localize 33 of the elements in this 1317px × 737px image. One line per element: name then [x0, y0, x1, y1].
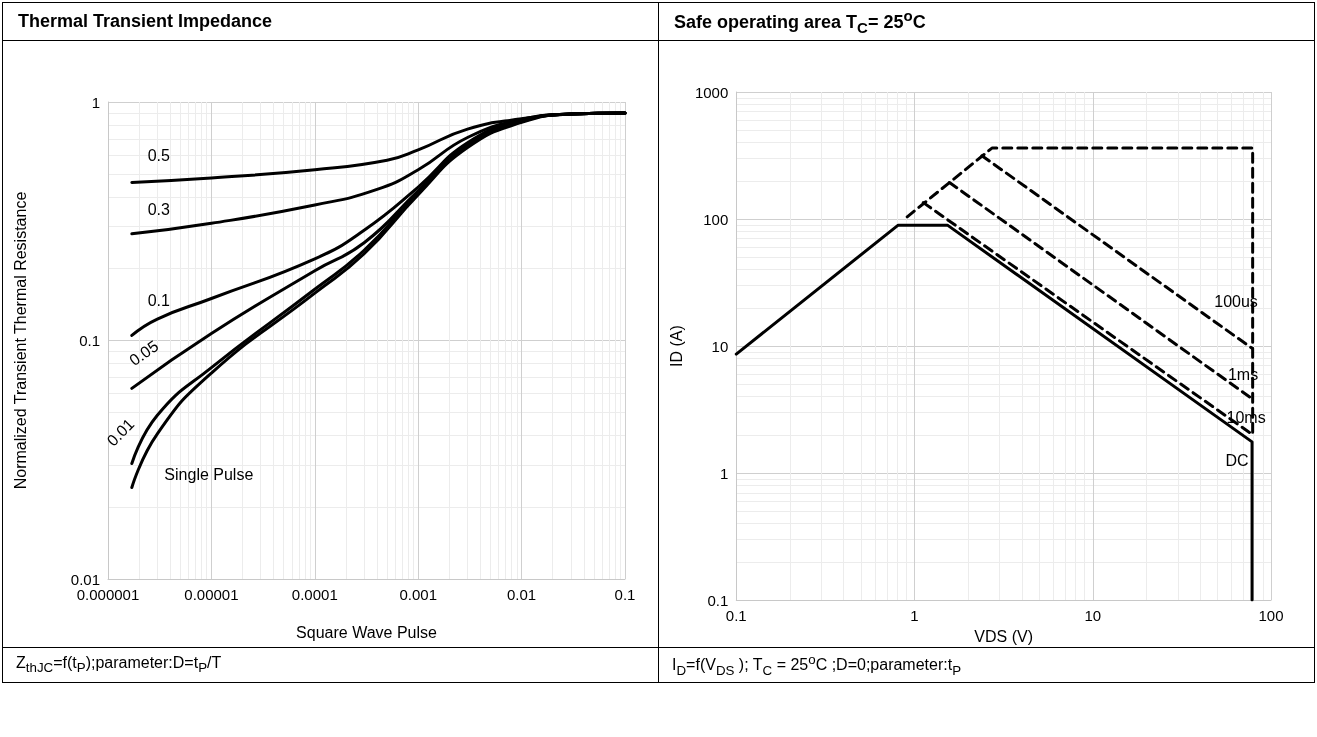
y-tick-label: 10 — [711, 337, 729, 355]
series-label: 0.5 — [147, 146, 171, 164]
y-axis-title: ID (A) — [667, 325, 685, 367]
y-tick-label: 0.01 — [70, 570, 100, 588]
text: 0.01 — [103, 415, 138, 450]
chart-title: Thermal Transient Impedance — [18, 11, 273, 32]
y-tick-label: 0.1 — [79, 332, 100, 349]
series-label: 100us — [1214, 292, 1258, 310]
series-label: DC — [1225, 452, 1249, 470]
text: I$_{D}$=f(V$_{DS}$ ); T$_{C}$ = 25$^{o}$C ;D=0;parameter:t$_{P}$ — [672, 652, 962, 678]
x-tick-label: 100 — [1258, 607, 1284, 625]
series-label: 0.1 — [147, 291, 171, 309]
y-tick-label: 1 — [719, 464, 729, 482]
x-tick-label: 0.00001 — [184, 586, 239, 603]
series-label: 0.3 — [147, 201, 171, 219]
y-tick-label: 1000 — [694, 83, 729, 101]
x-tick-label: 0.1 — [614, 586, 636, 603]
series-label: Single Pulse — [164, 465, 254, 483]
x-axis-title: VDS (V) — [974, 627, 1033, 645]
x-tick-label: 0.01 — [507, 586, 537, 603]
y-tick-label: 1 — [91, 93, 100, 111]
text: 0.05 — [126, 337, 162, 370]
x-tick-label: 0.001 — [399, 586, 437, 603]
x-tick-label: 1 — [910, 607, 919, 625]
text: Z$_{thJC}$=f(t$_{P}$);parameter:D=t$_{P}$/T — [16, 654, 222, 676]
x-tick-label: 0.1 — [725, 607, 747, 625]
x-tick-label: 0.0001 — [291, 586, 338, 603]
chart-title: Safe operating area T$_{C}$= 25$^{o}$C — [674, 7, 926, 36]
x-axis-title: Square Wave Pulse — [296, 623, 438, 641]
x-tick-label: 10 — [1084, 607, 1102, 625]
y-axis-title: Normalized Transient Thermal Resistance — [11, 191, 29, 490]
y-tick-label: 100 — [703, 210, 729, 228]
x-tick-label: 0.000001 — [76, 586, 140, 603]
